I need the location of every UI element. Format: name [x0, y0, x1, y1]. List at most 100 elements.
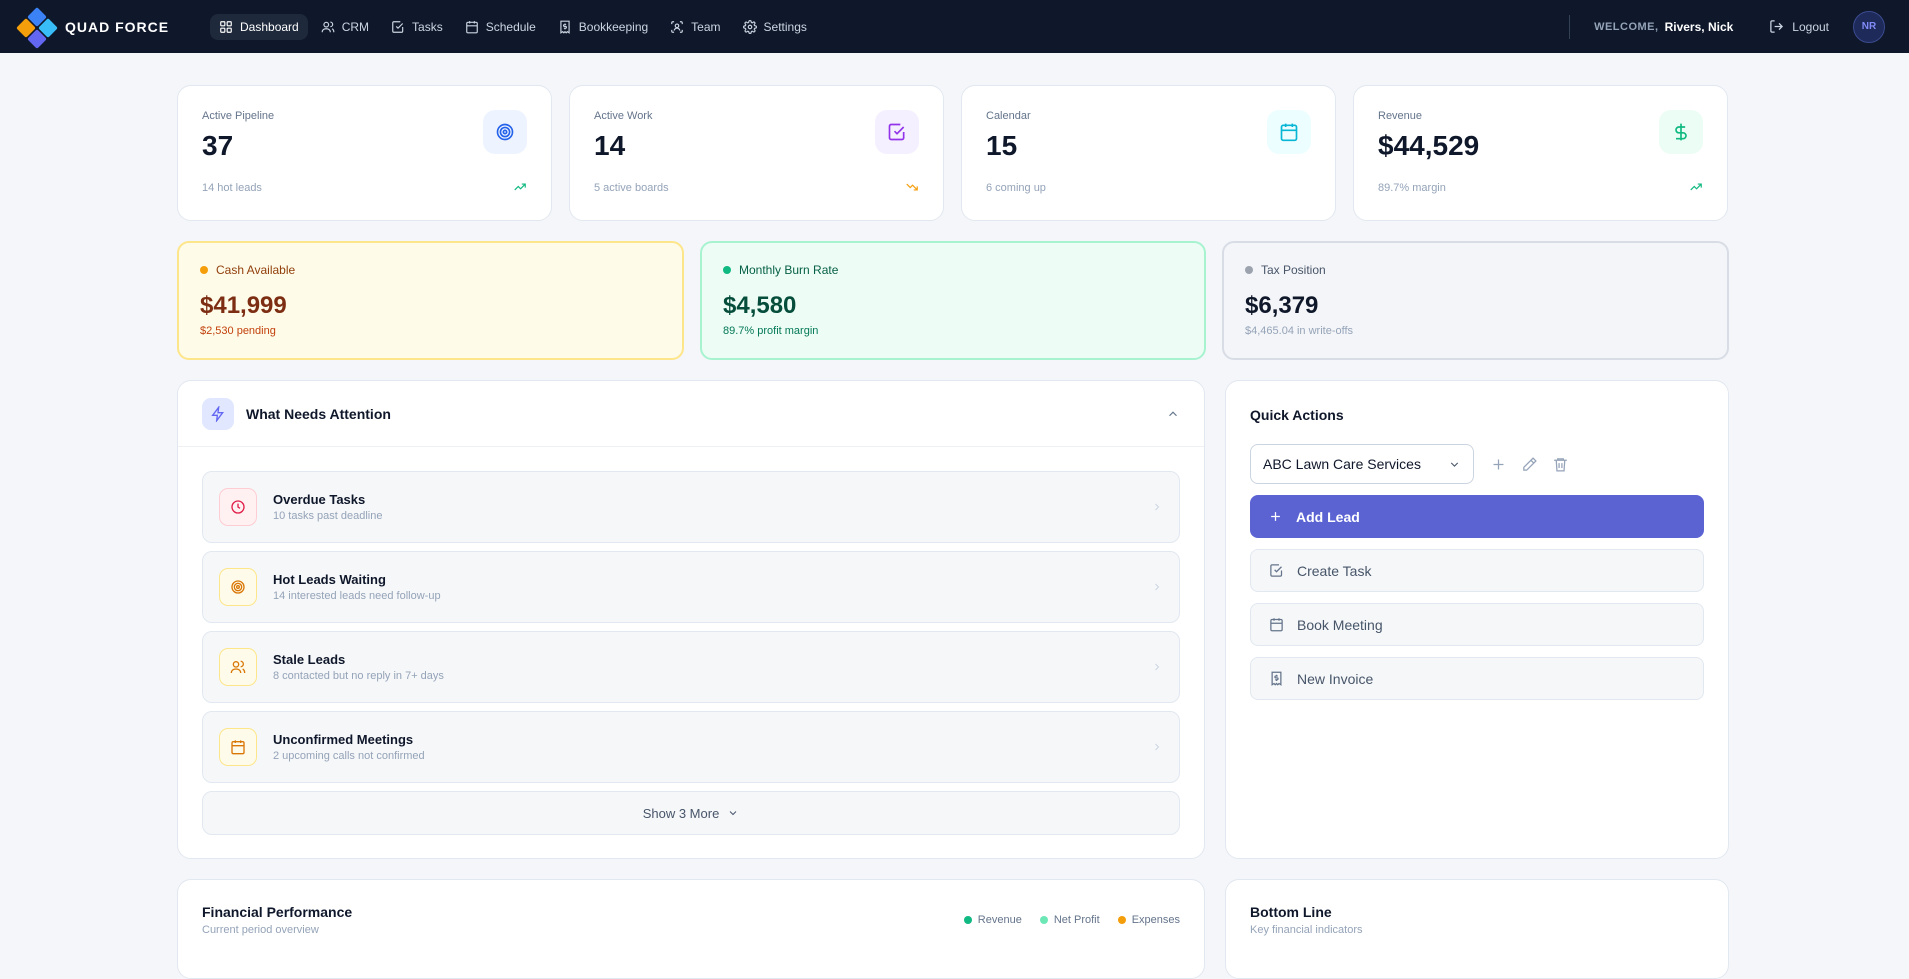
chevron-up-icon[interactable] — [1166, 407, 1180, 421]
logout-icon — [1770, 20, 1784, 33]
attention-item-sub: 8 contacted but no reply in 7+ days — [273, 670, 444, 682]
nav-item-crm[interactable]: CRM — [312, 14, 378, 40]
attention-list: Overdue Tasks 10 tasks past deadline Hot… — [178, 447, 1204, 835]
stat-card-calendar[interactable]: Calendar 15 6 coming up — [961, 85, 1336, 221]
client-select-row: ABC Lawn Care Services — [1250, 444, 1704, 484]
stat-icon-box — [483, 110, 527, 154]
chevron-right-icon — [1155, 743, 1160, 751]
create-task-button[interactable]: Create Task — [1250, 549, 1704, 592]
attention-icon-box — [219, 568, 257, 606]
calendar-icon — [1280, 123, 1298, 142]
logout-label: Logout — [1792, 19, 1829, 34]
nav-label: Tasks — [412, 19, 443, 34]
plus-icon[interactable] — [1490, 456, 1507, 473]
trend-up-icon — [1690, 183, 1702, 191]
chevron-right-icon — [1155, 503, 1160, 511]
money-sub: $4,465.04 in write-offs — [1245, 325, 1354, 337]
money-label: Tax Position — [1245, 263, 1706, 277]
attention-text: Unconfirmed Meetings 2 upcoming calls no… — [273, 732, 425, 762]
nav-item-schedule[interactable]: Schedule — [456, 14, 545, 40]
new-invoice-button[interactable]: New Invoice — [1250, 657, 1704, 700]
user-name: Rivers, Nick — [1664, 19, 1734, 34]
brand[interactable]: QUAD FORCE — [15, 4, 210, 50]
stat-value: 14 — [594, 130, 626, 161]
client-select-value: ABC Lawn Care Services — [1263, 456, 1421, 472]
stat-icon-box — [875, 110, 919, 154]
users-icon — [230, 660, 246, 674]
nav-item-team[interactable]: Team — [661, 14, 729, 40]
attention-icon-box — [219, 728, 257, 766]
stat-card-revenue[interactable]: Revenue $44,529 89.7% margin — [1353, 85, 1728, 221]
target-icon — [496, 123, 514, 141]
trend-up-icon — [514, 183, 526, 191]
status-dot — [200, 266, 208, 274]
bottom-line-panel: Bottom Line Key financial indicators — [1225, 879, 1729, 979]
receipt-icon — [1271, 671, 1282, 686]
show-more-button[interactable]: Show 3 More — [202, 791, 1180, 835]
stat-icon-box — [1659, 110, 1703, 154]
attention-item-unconfirmed-meetings[interactable]: Unconfirmed Meetings 2 upcoming calls no… — [202, 711, 1180, 783]
trend-down-icon — [906, 183, 918, 191]
attention-item-hot-leads[interactable]: Hot Leads Waiting 14 interested leads ne… — [202, 551, 1180, 623]
status-dot — [723, 266, 731, 274]
nav-item-dashboard[interactable]: Dashboard — [210, 13, 308, 40]
stat-label: Revenue — [1378, 110, 1423, 122]
add-lead-button[interactable]: Add Lead — [1250, 495, 1704, 538]
tax-position-card[interactable]: Tax Position $6,379 $4,465.04 in write-o… — [1222, 241, 1729, 360]
gear-icon — [742, 19, 757, 34]
money-label-text: Monthly Burn Rate — [739, 263, 839, 277]
stat-sub: 6 coming up — [986, 182, 1046, 194]
lightning-icon — [211, 405, 224, 422]
avatar[interactable]: NR — [1853, 10, 1885, 43]
legend-item-net-profit[interactable]: Net Profit — [1039, 914, 1100, 926]
stat-value: 15 — [986, 130, 1018, 161]
nav-item-bookkeeping[interactable]: Bookkeeping — [549, 14, 657, 40]
show-more-label: Show 3 More — [642, 805, 720, 821]
financial-performance-panel: Financial Performance Current period ove… — [177, 879, 1205, 979]
logout-button[interactable]: Logout — [1769, 19, 1829, 34]
attention-item-title: Overdue Tasks — [273, 492, 366, 507]
nav-item-settings[interactable]: Settings — [734, 14, 816, 40]
attention-icon-box — [202, 397, 234, 430]
quick-actions-panel: Quick Actions ABC Lawn Care Services Add… — [1225, 380, 1729, 859]
button-label: New Invoice — [1297, 670, 1374, 687]
legend-item-revenue[interactable]: Revenue — [963, 914, 1022, 926]
attention-text: Stale Leads 8 contacted but no reply in … — [273, 652, 444, 682]
attention-header[interactable]: What Needs Attention — [178, 381, 1204, 447]
check-square-icon — [392, 20, 404, 33]
pencil-icon[interactable] — [1521, 456, 1538, 473]
stat-sub: 5 active boards — [594, 182, 669, 194]
chevron-right-icon — [1155, 663, 1160, 671]
button-label: Book Meeting — [1297, 616, 1383, 633]
stat-value: 37 — [202, 130, 234, 161]
attention-item-stale-leads[interactable]: Stale Leads 8 contacted but no reply in … — [202, 631, 1180, 703]
burn-rate-card[interactable]: Monthly Burn Rate $4,580 89.7% profit ma… — [700, 241, 1206, 360]
client-select[interactable]: ABC Lawn Care Services — [1250, 444, 1474, 484]
money-label-text: Cash Available — [216, 263, 296, 277]
calendar-icon — [231, 740, 245, 755]
book-meeting-button[interactable]: Book Meeting — [1250, 603, 1704, 646]
check-square-icon — [1270, 564, 1283, 577]
legend-item-expenses[interactable]: Expenses — [1117, 914, 1180, 926]
money-label: Monthly Burn Rate — [723, 263, 1183, 277]
money-sub: $2,530 pending — [200, 325, 276, 337]
nav-label: Dashboard — [240, 19, 299, 34]
attention-title: What Needs Attention — [246, 405, 391, 422]
nav-label: Settings — [763, 19, 807, 34]
button-label: Add Lead — [1296, 508, 1360, 525]
check-square-icon — [888, 123, 905, 141]
stat-sub: 14 hot leads — [202, 182, 262, 194]
stat-label: Active Pipeline — [202, 110, 275, 122]
calendar-icon — [1270, 618, 1283, 632]
trash-icon[interactable] — [1552, 456, 1569, 473]
client-actions — [1490, 456, 1569, 473]
stat-card-active-work[interactable]: Active Work 14 5 active boards — [569, 85, 944, 221]
attention-text: Overdue Tasks 10 tasks past deadline — [273, 492, 382, 522]
cash-available-card[interactable]: Cash Available $41,999 $2,530 pending — [177, 241, 684, 360]
stat-label: Active Work — [594, 110, 653, 122]
user-area: WELCOME, Rivers, Nick Logout NR — [1569, 0, 1909, 53]
nav-item-tasks[interactable]: Tasks — [382, 14, 452, 40]
top-navigation-bar: QUAD FORCE Dashboard CRM Tasks Schedule … — [0, 0, 1909, 53]
attention-item-overdue-tasks[interactable]: Overdue Tasks 10 tasks past deadline — [202, 471, 1180, 543]
stat-card-active-pipeline[interactable]: Active Pipeline 37 14 hot leads — [177, 85, 552, 221]
